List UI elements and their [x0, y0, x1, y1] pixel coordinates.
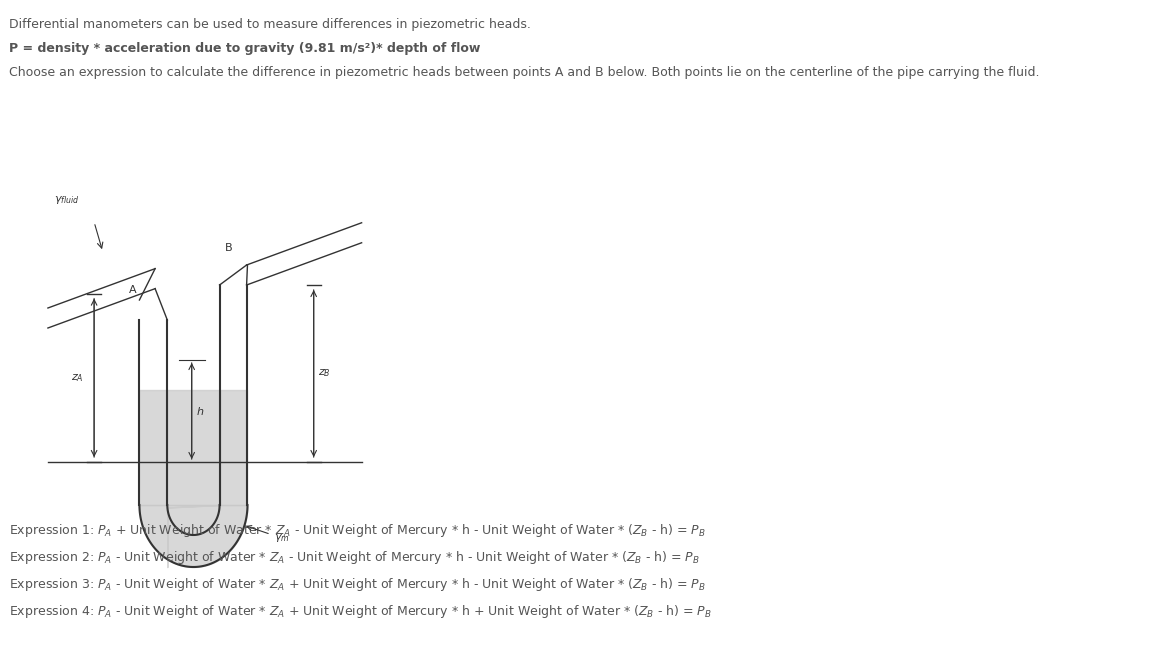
Text: Expression 2: $P_A$ - Unit Weight of Water * $Z_A$ - Unit Weight of Mercury * h : Expression 2: $P_A$ - Unit Weight of Wat… [9, 549, 700, 566]
Text: Differential manometers can be used to measure differences in piezometric heads.: Differential manometers can be used to m… [9, 18, 531, 31]
Text: P = density * acceleration due to gravity (9.81 m/s²)* depth of flow: P = density * acceleration due to gravit… [9, 42, 480, 55]
Text: $z_B$: $z_B$ [318, 368, 331, 379]
Text: $\gamma_{fluid}$: $\gamma_{fluid}$ [54, 194, 79, 206]
Text: Expression 1: $P_A$ + Unit Weight of Water * $Z_A$ - Unit Weight of Mercury * h : Expression 1: $P_A$ + Unit Weight of Wat… [9, 522, 705, 539]
Text: A: A [129, 285, 137, 295]
Text: Choose an expression to calculate the difference in piezometric heads between po: Choose an expression to calculate the di… [9, 66, 1039, 79]
Text: Expression 4: $P_A$ - Unit Weight of Water * $Z_A$ + Unit Weight of Mercury * h : Expression 4: $P_A$ - Unit Weight of Wat… [9, 603, 711, 620]
Text: $h$: $h$ [196, 405, 205, 417]
Text: $z_A$: $z_A$ [71, 372, 84, 384]
Text: Expression 3: $P_A$ - Unit Weight of Water * $Z_A$ + Unit Weight of Mercury * h : Expression 3: $P_A$ - Unit Weight of Wat… [9, 576, 705, 593]
Text: B: B [225, 243, 233, 253]
Text: $\gamma_m$: $\gamma_m$ [247, 525, 290, 544]
